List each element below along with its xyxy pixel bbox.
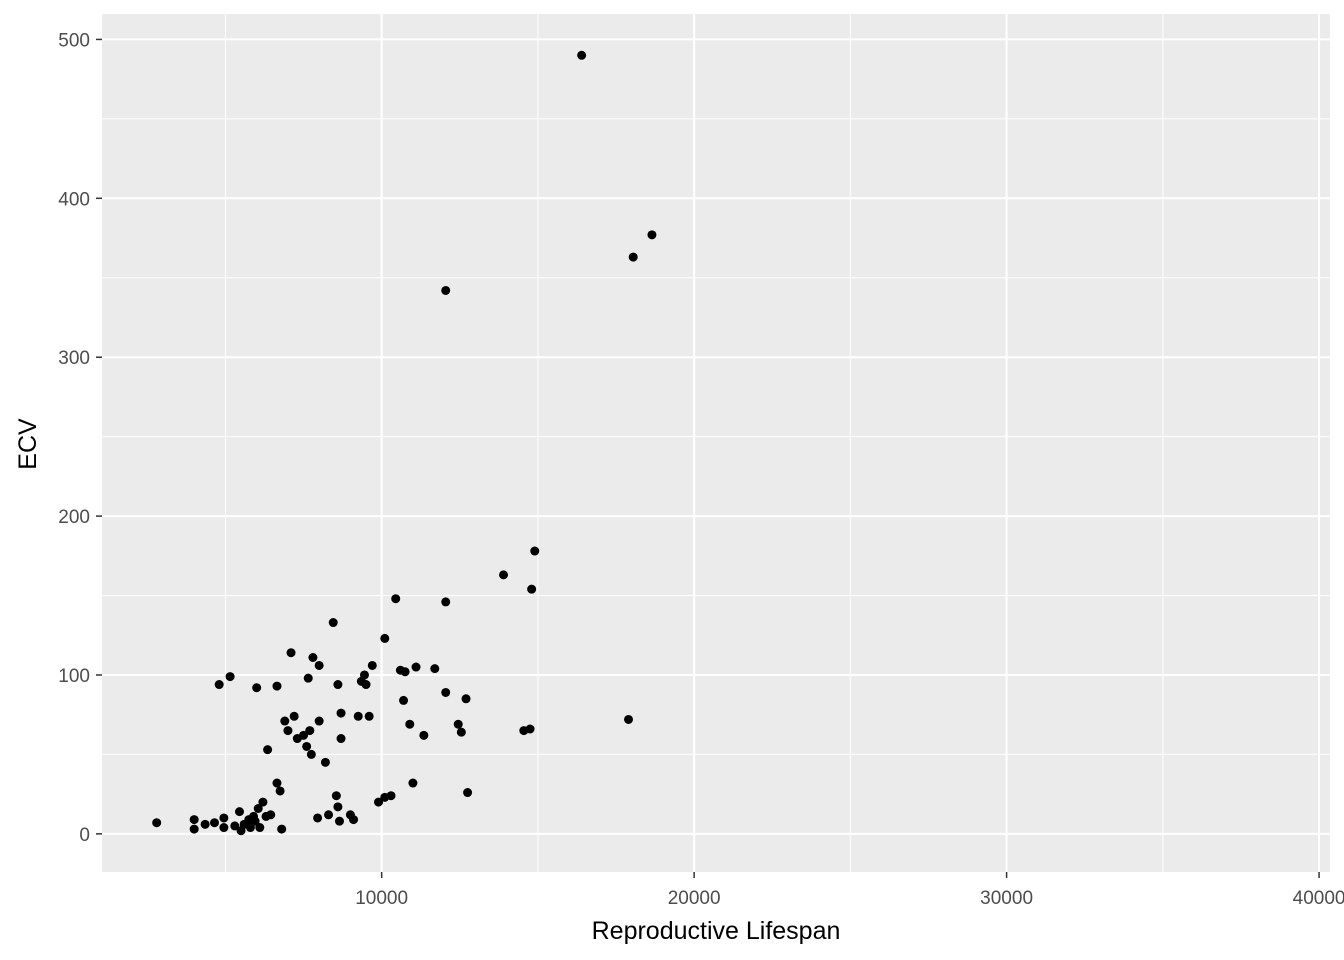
data-point xyxy=(152,818,162,828)
y-tick-label: 300 xyxy=(58,348,90,369)
panel-background xyxy=(102,14,1330,872)
data-point xyxy=(441,597,451,607)
data-point xyxy=(289,711,299,721)
x-tick-label: 10000 xyxy=(355,888,408,909)
y-tick-label: 200 xyxy=(58,507,90,528)
data-point xyxy=(225,672,235,682)
data-point xyxy=(275,786,285,796)
data-point xyxy=(333,680,343,690)
minor-gridlines xyxy=(102,14,1330,872)
data-point xyxy=(359,670,369,680)
data-point xyxy=(333,802,343,812)
data-point xyxy=(405,719,415,729)
data-point xyxy=(441,687,451,697)
data-point xyxy=(258,797,268,807)
data-point xyxy=(266,810,276,820)
data-point xyxy=(353,711,363,721)
data-point xyxy=(374,797,384,807)
data-point xyxy=(408,778,418,788)
data-point xyxy=(399,695,409,705)
x-tick-label: 30000 xyxy=(980,888,1033,909)
data-point xyxy=(324,810,334,820)
data-point xyxy=(283,726,293,736)
data-point xyxy=(277,824,287,834)
data-point xyxy=(255,823,265,833)
data-point xyxy=(334,816,344,826)
data-point xyxy=(230,821,240,831)
data-point xyxy=(299,730,309,740)
data-point xyxy=(189,824,199,834)
data-point xyxy=(320,757,330,767)
data-point xyxy=(250,816,260,826)
data-point xyxy=(367,660,377,670)
major-gridlines xyxy=(102,14,1330,872)
y-tick-label: 0 xyxy=(79,825,90,846)
data-point xyxy=(286,648,296,658)
data-point xyxy=(453,719,463,729)
data-point xyxy=(400,667,410,677)
y-tick-label: 400 xyxy=(58,189,90,210)
data-point xyxy=(380,633,390,643)
data-point xyxy=(272,778,282,788)
data-point xyxy=(391,594,401,604)
data-point xyxy=(331,791,341,801)
data-point xyxy=(253,803,263,813)
data-point xyxy=(456,727,466,737)
data-point xyxy=(189,815,199,825)
data-point xyxy=(386,791,396,801)
data-point xyxy=(336,734,346,744)
y-tick-label: 500 xyxy=(58,30,90,51)
data-point xyxy=(336,708,346,718)
data-point xyxy=(624,714,634,724)
data-points xyxy=(152,50,657,836)
data-point xyxy=(302,741,312,751)
data-point xyxy=(499,570,509,580)
y-axis-title: ECV xyxy=(14,418,42,470)
data-point xyxy=(214,680,224,690)
data-point xyxy=(209,818,219,828)
data-point xyxy=(245,823,255,833)
data-point xyxy=(349,815,359,825)
x-tick-label: 40000 xyxy=(1293,888,1344,909)
data-point xyxy=(364,711,374,721)
data-point xyxy=(525,724,535,734)
data-point xyxy=(272,681,282,691)
data-point xyxy=(219,813,229,823)
x-axis-ticks: 10000 20000 30000 40000 xyxy=(355,872,1344,909)
y-axis-ticks: 0 100 200 300 400 500 xyxy=(58,30,102,846)
data-point xyxy=(306,749,316,759)
data-point xyxy=(303,673,313,683)
data-point xyxy=(219,823,229,833)
data-point xyxy=(313,813,323,823)
data-point xyxy=(419,730,429,740)
data-point xyxy=(234,807,244,817)
data-point xyxy=(328,618,338,628)
data-point xyxy=(461,694,471,704)
data-point xyxy=(430,664,440,674)
data-point xyxy=(441,285,451,295)
data-point xyxy=(200,819,210,829)
data-point xyxy=(280,716,290,726)
data-point xyxy=(527,584,537,594)
data-point xyxy=(530,546,540,556)
data-point xyxy=(577,50,587,60)
data-point xyxy=(263,745,273,755)
data-point xyxy=(308,653,318,662)
data-point xyxy=(252,683,262,693)
y-tick-label: 100 xyxy=(58,666,90,687)
x-tick-label: 20000 xyxy=(668,888,721,909)
data-point xyxy=(628,252,638,262)
data-point xyxy=(305,726,315,736)
data-point xyxy=(647,230,657,240)
x-axis-title: Reproductive Lifespan xyxy=(592,917,841,945)
data-point xyxy=(361,680,371,690)
data-point xyxy=(411,662,421,672)
data-point xyxy=(314,716,324,726)
data-point xyxy=(314,660,324,670)
data-point xyxy=(463,788,473,798)
